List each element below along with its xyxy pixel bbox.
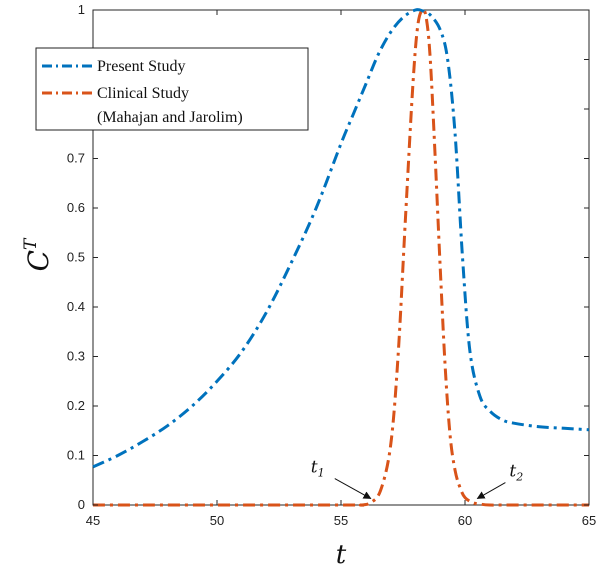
series-line-clinical-study — [93, 8, 589, 507]
annotations: t1 t2 — [311, 458, 523, 499]
y-tick-label: 0.3 — [67, 349, 85, 364]
y-tick-label: 0.7 — [67, 151, 85, 166]
y-tick-label: 0 — [78, 497, 85, 512]
annotation-label: t2 — [509, 462, 523, 484]
x-tick-label: 55 — [334, 513, 348, 528]
y-axis-label-main: C — [22, 250, 55, 271]
y-axis-label: CT — [21, 237, 55, 271]
annotation-arrow — [334, 478, 372, 499]
annotation-label: t1 — [311, 458, 325, 480]
legend: Present Study Clinical Study (Mahajan an… — [35, 47, 309, 131]
y-tick-label: 0.5 — [67, 250, 85, 265]
legend-entry-clinical-study: Clinical Study — [97, 85, 189, 102]
y-tick-label: 0.6 — [67, 200, 85, 215]
y-tick-label: 0.4 — [67, 299, 85, 314]
y-tick-label: 1 — [78, 2, 85, 17]
y-axis-label-sup: T — [21, 237, 41, 250]
legend-entry-clinical-study-line2: (Mahajan and Jarolim) — [97, 109, 243, 126]
x-tick-label: 45 — [86, 513, 100, 528]
series-line-present-study — [92, 8, 590, 469]
legend-entry-present-study: Present Study — [97, 58, 185, 75]
series-layer — [92, 8, 590, 507]
x-axis-label: t — [336, 540, 347, 570]
y-tick-label: 0.1 — [67, 448, 85, 463]
annotation-arrow — [476, 482, 506, 499]
x-tick-label: 50 — [210, 513, 224, 528]
y-tick-label: 0.2 — [67, 398, 85, 413]
legend-box — [35, 47, 309, 131]
x-tick-label: 60 — [458, 513, 472, 528]
x-tick-label: 65 — [582, 513, 596, 528]
